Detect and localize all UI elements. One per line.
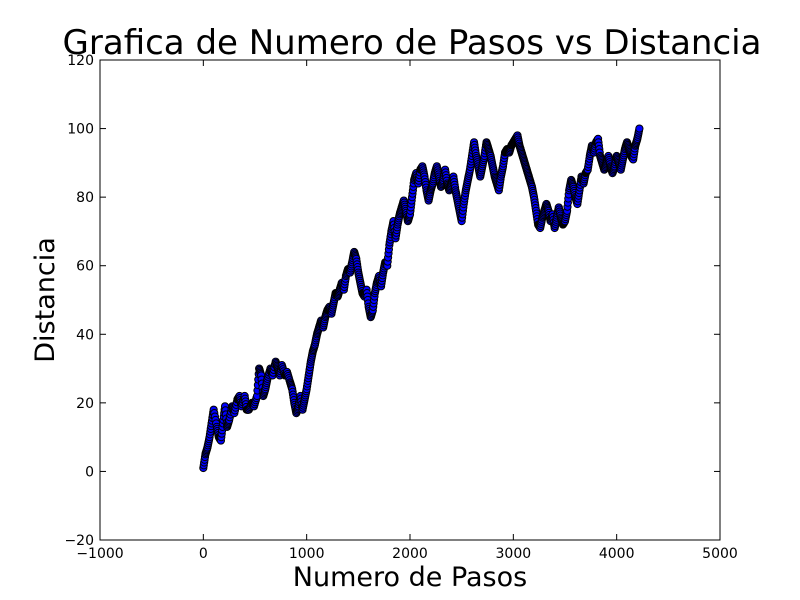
x-tick-label: 1000: [289, 546, 325, 562]
y-axis-ticks: −20 0 20 40 60 80 100 120: [64, 53, 720, 549]
y-tick-label: 100: [67, 122, 94, 138]
y-tick-label: 40: [76, 327, 94, 343]
y-tick-label: −20: [64, 533, 94, 549]
x-tick-label: 4000: [599, 546, 635, 562]
y-tick-label: 120: [67, 53, 94, 69]
data-point: [635, 124, 644, 133]
x-tick-label: −1000: [76, 546, 123, 562]
y-tick-label: 20: [76, 396, 94, 412]
x-tick-label: 3000: [496, 546, 532, 562]
x-tick-label: 2000: [392, 546, 428, 562]
y-axis-label: Distancia: [30, 237, 61, 363]
x-axis-ticks: −1000 0 1000 2000 3000 4000 5000: [76, 60, 738, 562]
y-tick-label: 80: [76, 190, 94, 206]
x-tick-label: 0: [199, 546, 208, 562]
chart-title: Grafica de Numero de Pasos vs Distancia: [63, 23, 762, 63]
x-tick-label: 5000: [702, 546, 738, 562]
data-points: [199, 124, 644, 473]
y-tick-label: 0: [85, 464, 94, 480]
y-tick-label: 60: [76, 259, 94, 275]
x-axis-label: Numero de Pasos: [293, 562, 527, 593]
